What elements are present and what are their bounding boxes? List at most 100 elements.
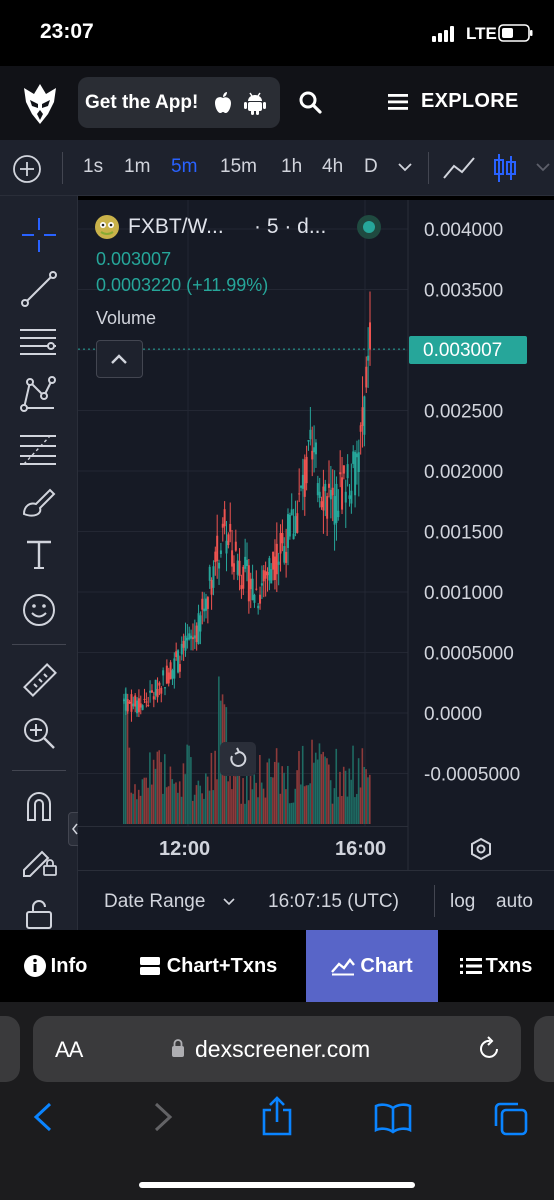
emoji-icon[interactable] — [21, 592, 57, 628]
log-scale-toggle[interactable]: log — [450, 891, 476, 912]
timeframe-1s[interactable]: 1s — [83, 156, 104, 177]
tab-chart[interactable]: Chart — [306, 930, 438, 1002]
tabs-icon[interactable] — [492, 1100, 528, 1136]
volume-bar — [305, 785, 308, 824]
line-chart-icon[interactable] — [442, 154, 476, 182]
candle-body — [329, 489, 332, 500]
volume-bar — [266, 762, 269, 824]
chevron-down-icon[interactable] — [398, 162, 412, 172]
candle-body — [339, 472, 342, 475]
brush-icon[interactable] — [20, 484, 60, 522]
collapse-legend-button[interactable] — [96, 340, 143, 378]
tab-info[interactable]: Info — [0, 930, 110, 1002]
timeframe-1m[interactable]: 1m — [124, 156, 151, 177]
volume-bar — [177, 792, 179, 824]
forward-icon[interactable] — [150, 1100, 176, 1134]
chart-canvas[interactable]: 0.0040000.0035000.0030000.0025000.002000… — [78, 200, 554, 870]
volume-bar — [316, 759, 319, 824]
candle-body — [167, 672, 170, 684]
trend-line-icon[interactable] — [20, 270, 58, 308]
chevron-down-icon[interactable] — [222, 897, 236, 907]
candle-body — [242, 566, 245, 589]
volume-bar — [337, 796, 339, 824]
volume-bar — [335, 748, 338, 824]
candle-body — [365, 366, 368, 388]
timeframe-5m[interactable]: 5m — [171, 156, 198, 177]
explore-button[interactable]: EXPLORE — [421, 90, 519, 112]
candle-body — [205, 598, 207, 611]
chart-toolbar: 1s 1m 5m 15m 1h 4h D — [0, 140, 554, 196]
fib-retracement-icon[interactable] — [18, 430, 58, 468]
volume-bar — [309, 783, 311, 824]
utc-time-label[interactable]: 16:07:15 (UTC) — [268, 891, 399, 912]
candle-body — [313, 447, 316, 453]
back-icon[interactable] — [30, 1100, 56, 1134]
ruler-icon[interactable] — [20, 662, 58, 700]
timeframe-15m[interactable]: 15m — [220, 156, 257, 177]
crosshair-icon[interactable] — [20, 216, 58, 254]
volume-bar — [182, 763, 185, 824]
volume-bar — [231, 789, 233, 824]
candle-body — [300, 485, 303, 488]
current-price-tag: 0.003007 — [409, 336, 527, 364]
candle-body — [147, 704, 150, 706]
chart-settings-icon[interactable] — [468, 836, 494, 862]
get-app-button[interactable]: Get the App! — [78, 77, 280, 128]
volume-bar — [290, 802, 293, 824]
price-chart[interactable]: 0.0040000.0035000.0030000.0025000.002000… — [78, 200, 554, 870]
volume-bar — [137, 789, 140, 824]
y-tick-label: 0.0005000 — [424, 644, 514, 665]
candle-body — [331, 487, 334, 496]
auto-scale-toggle[interactable]: auto — [496, 891, 533, 912]
url-text[interactable]: dexscreener.com — [195, 1036, 371, 1062]
volume-bar — [242, 778, 244, 824]
text-size-button[interactable]: AA — [55, 1037, 83, 1062]
candlestick-type-icon[interactable] — [492, 152, 518, 184]
pattern-icon[interactable] — [18, 376, 58, 414]
candle-body — [164, 687, 166, 689]
volume-bar — [354, 797, 356, 824]
candle-body — [234, 541, 237, 551]
volume-bar — [311, 739, 313, 824]
lock-drawings-icon[interactable] — [20, 840, 58, 878]
volume-bar — [156, 751, 159, 824]
android-icon — [244, 92, 267, 115]
add-indicator-icon[interactable] — [12, 154, 42, 184]
pair-label[interactable]: FXBT/W... — [128, 215, 224, 238]
horizontal-lines-icon[interactable] — [18, 324, 58, 362]
magnet-icon[interactable] — [22, 790, 56, 824]
candle-body — [152, 696, 155, 700]
timeframe-1h[interactable]: 1h — [281, 156, 303, 177]
volume-bar — [136, 799, 138, 824]
menu-icon[interactable] — [388, 93, 410, 111]
volume-bar — [270, 776, 272, 824]
timeframe-d[interactable]: D — [364, 156, 378, 177]
zoom-in-icon[interactable] — [20, 714, 58, 752]
reset-chart-button[interactable] — [220, 742, 256, 776]
candle-body — [136, 700, 139, 714]
volume-bar — [285, 789, 287, 824]
share-icon[interactable] — [260, 1096, 294, 1136]
dexscreener-logo-icon[interactable] — [20, 80, 60, 126]
candle-body — [186, 637, 189, 641]
volume-bar — [191, 800, 194, 824]
candle-body — [303, 459, 306, 497]
date-range-button[interactable]: Date Range — [104, 891, 206, 912]
volume-bar — [344, 770, 347, 824]
bookmarks-icon[interactable] — [374, 1102, 412, 1134]
y-tick-label: 0.0000 — [424, 704, 482, 725]
candle-body — [158, 682, 161, 686]
unlock-icon[interactable] — [24, 898, 54, 930]
timeframe-4h[interactable]: 4h — [322, 156, 344, 177]
chevron-down-icon[interactable] — [536, 162, 550, 172]
reload-icon[interactable] — [476, 1036, 502, 1062]
volume-bar — [162, 793, 164, 824]
text-tool-icon[interactable] — [24, 538, 54, 572]
search-icon[interactable] — [298, 90, 322, 114]
volume-bar — [184, 774, 187, 824]
volume-label: Volume — [96, 308, 157, 328]
candle-body — [182, 640, 185, 648]
tab-txns[interactable]: Txns — [438, 930, 554, 1002]
tab-chart-txns[interactable]: Chart+Txns — [110, 930, 306, 1002]
url-bar[interactable]: AA dexscreener.com — [33, 1016, 521, 1082]
